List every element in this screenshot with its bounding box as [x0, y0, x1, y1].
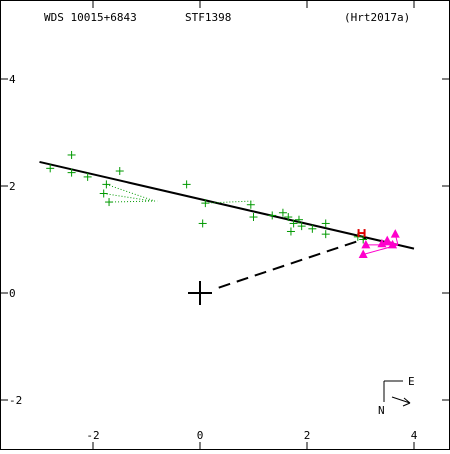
motion-direction-icon — [391, 396, 411, 407]
observation-point — [321, 219, 330, 228]
observation-point — [249, 213, 258, 222]
y-tick-label: 0 — [9, 287, 16, 300]
observation-point — [359, 235, 368, 244]
residual-line — [103, 192, 152, 202]
star-id-label: WDS 10015+6843 — [44, 11, 137, 24]
observation-point — [268, 211, 277, 220]
interferometric-point — [358, 249, 368, 258]
observation-point — [289, 219, 298, 228]
observation-point — [46, 164, 55, 173]
discoverer-label: STF1398 — [185, 11, 231, 24]
observation-point — [308, 224, 317, 233]
primary-star — [188, 281, 212, 305]
interferometric-point — [377, 238, 387, 248]
observation-point — [102, 180, 111, 189]
residual-line — [205, 200, 254, 204]
observation-point — [115, 167, 124, 176]
interferometric-point — [390, 229, 400, 238]
observation-point — [67, 168, 76, 177]
observation-point — [321, 230, 330, 239]
observation-point — [246, 200, 255, 209]
orbit-line — [39, 160, 415, 250]
y-tick-label: -2 — [9, 394, 22, 407]
y-tick-label: 4 — [9, 73, 16, 86]
residual-line — [106, 183, 155, 202]
compass-rose: E N — [378, 375, 415, 417]
hipparcos-point — [357, 229, 366, 238]
residual-line — [109, 200, 158, 203]
observation-point — [105, 198, 114, 207]
compass-east-label: E — [408, 375, 415, 388]
observation-point — [278, 208, 287, 217]
observation-point — [286, 227, 295, 236]
interferometric-point — [361, 239, 371, 249]
x-tick-label: 2 — [304, 429, 311, 442]
observation-point — [198, 219, 207, 228]
observation-point — [67, 150, 76, 159]
interferometric-point — [388, 239, 398, 249]
interferometric-point — [382, 235, 392, 245]
observation-point — [99, 189, 108, 198]
observation-point — [297, 222, 306, 231]
orbit-ref-label: (Hrt2017a) — [344, 11, 410, 24]
observation-point — [201, 199, 210, 208]
periastron-line — [218, 237, 367, 289]
observation-point — [284, 213, 293, 222]
lines-layer — [39, 160, 415, 289]
x-tick-label: -2 — [86, 429, 99, 442]
x-tick-label: 4 — [411, 429, 418, 442]
points-layer — [46, 150, 400, 305]
compass-north-label: N — [378, 404, 385, 417]
x-tick-label: 0 — [197, 429, 204, 442]
observation-point — [182, 180, 191, 189]
y-tick-label: 2 — [9, 180, 16, 193]
observation-point — [83, 172, 92, 181]
observation-point — [294, 215, 303, 224]
